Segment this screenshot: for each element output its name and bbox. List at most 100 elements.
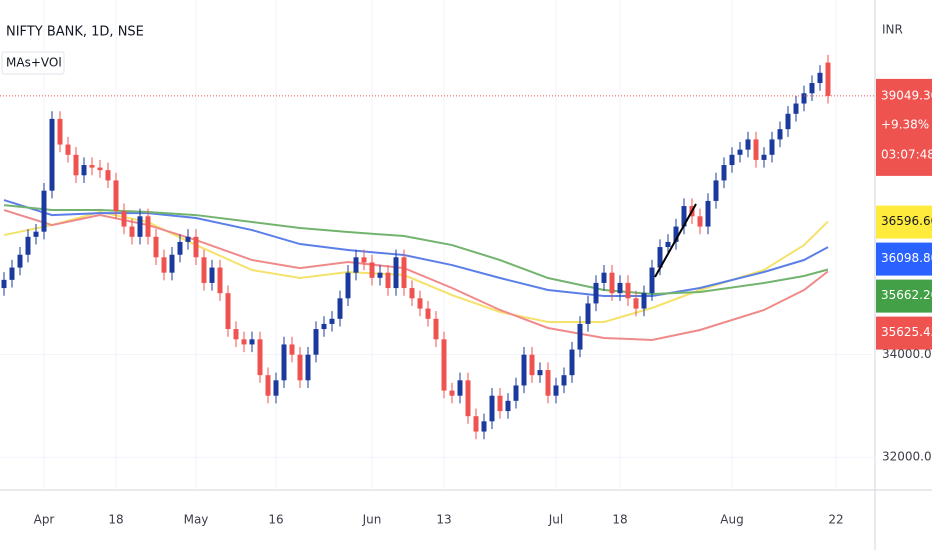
candle-body [377, 272, 383, 278]
y-tick-label: 32000.00 [882, 450, 932, 464]
candle-body [25, 236, 31, 255]
candle-body [345, 272, 351, 299]
candle-body [161, 257, 167, 273]
candle-body [361, 257, 367, 263]
x-tick-label: Aug [720, 513, 743, 527]
last-price-countdown: 03:07:48 [881, 147, 932, 161]
candle-body [257, 339, 263, 376]
indicator-label[interactable]: MAs+VOl [6, 56, 62, 70]
candle-body [425, 308, 431, 319]
candle-body [73, 154, 79, 176]
candle-body [681, 206, 687, 227]
candle-body [193, 236, 199, 258]
candle-body [625, 282, 631, 299]
x-tick-label: 16 [268, 513, 283, 527]
candle-body [177, 241, 183, 255]
ma-value-box [876, 242, 932, 276]
candle-body [785, 113, 791, 130]
candle-body [1, 279, 7, 289]
candle-body [305, 354, 311, 381]
candle-body [65, 144, 71, 155]
candle-body [209, 267, 215, 283]
candle-body [265, 375, 271, 396]
candle-body [657, 247, 663, 268]
candle-body [497, 395, 503, 412]
indicator-box[interactable] [1, 51, 65, 75]
candle-body [385, 272, 391, 289]
candle-body [449, 390, 455, 396]
candle-body [353, 257, 359, 273]
last-price-box [876, 78, 932, 176]
ma-value-label: 35625.45 [881, 325, 932, 339]
candle-body [801, 93, 807, 104]
candle-body [369, 262, 375, 278]
candle-body [217, 267, 223, 294]
candle-body [17, 254, 23, 268]
candle-body [673, 226, 679, 242]
candle-body [561, 375, 567, 386]
candle-body [185, 236, 191, 242]
candle-body [721, 165, 727, 181]
candle-body [761, 154, 767, 160]
candle-body [281, 344, 287, 381]
chart-title: NIFTY BANK, 1D, NSE [6, 25, 144, 40]
candle-body [121, 211, 127, 227]
candle-body [225, 293, 231, 330]
candle-body [665, 241, 671, 248]
candle-body [433, 318, 439, 340]
candle-body [585, 303, 591, 324]
candle-body [713, 180, 719, 201]
ma-value-box [876, 205, 932, 239]
candle-body [609, 272, 615, 294]
candle-body [793, 103, 799, 114]
candle-body [273, 380, 279, 396]
candle-body [809, 83, 815, 94]
ma-value-box [876, 316, 932, 350]
candle-body [593, 282, 599, 304]
x-tick-label: 13 [436, 513, 451, 527]
x-tick-label: Jul [548, 513, 563, 527]
candle-body [249, 339, 255, 345]
candle-body [489, 395, 495, 422]
candle-body [401, 257, 407, 289]
candle-body [753, 139, 759, 160]
ma-value-label: 35662.20 [881, 288, 932, 302]
x-tick-label: 22 [828, 513, 843, 527]
candle-body [233, 329, 239, 340]
candle-body [473, 416, 479, 432]
candle-body [81, 165, 87, 176]
y-tick-label: 34000.00 [882, 347, 932, 361]
candle-body [457, 380, 463, 396]
price-labels: 34000.00 32000.00 Apr 18 May 16 Jun 13 Jul 18 Aug 2… [0, 78, 932, 527]
candle-body [505, 400, 511, 412]
candle-body [9, 267, 15, 280]
candle-body [329, 318, 335, 324]
ma-value-label: 36596.60 [881, 214, 932, 228]
candle-body [777, 129, 783, 140]
candle-body [289, 344, 295, 355]
x-tick-label: May [184, 513, 209, 527]
candle-body [569, 349, 575, 376]
candle-body [145, 216, 151, 237]
candles [1, 54, 831, 440]
candle-body [705, 200, 711, 227]
candle-body [529, 354, 535, 376]
x-tick-label: 18 [108, 513, 123, 527]
candle-body [113, 180, 119, 212]
candle-body [697, 216, 703, 227]
candle-body [465, 380, 471, 417]
candle-body [169, 254, 175, 273]
ma-value-box [876, 279, 932, 313]
ma-value-label: 36098.80 [881, 251, 932, 265]
candle-body [33, 231, 39, 237]
x-tick-label: Jun [362, 513, 382, 527]
candle-body [769, 139, 775, 155]
candle-body [649, 267, 655, 294]
candle-body [553, 385, 559, 396]
candle-body [481, 421, 487, 432]
candle-body [201, 257, 207, 283]
candle-body [521, 354, 527, 386]
candle-body [409, 288, 415, 299]
